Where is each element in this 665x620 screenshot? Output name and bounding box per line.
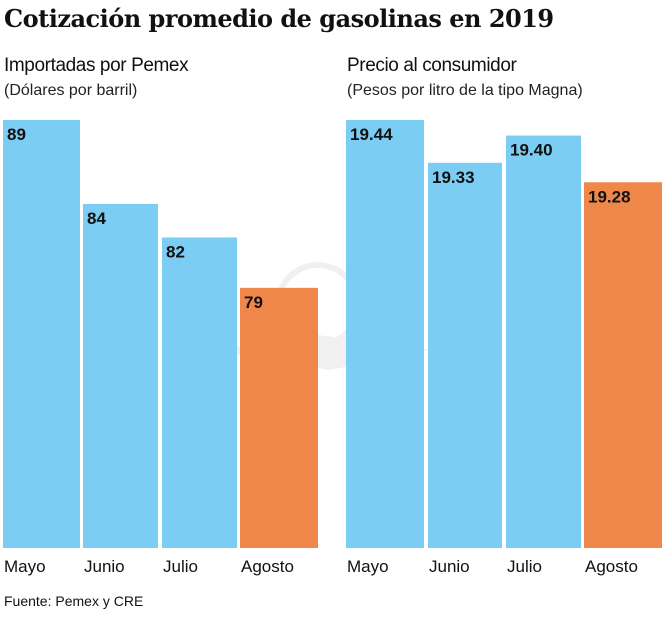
x-tick-label: Julio xyxy=(507,557,542,576)
x-tick-label: Julio xyxy=(163,557,198,576)
x-tick-label: Mayo xyxy=(4,557,46,576)
bar-junio xyxy=(83,203,158,548)
x-tick-label: Agosto xyxy=(241,557,294,576)
left-chart-title: Importadas por Pemex xyxy=(4,55,189,76)
data-label: 19.28 xyxy=(588,187,631,206)
bar-agosto xyxy=(240,287,318,548)
source-note: Fuente: Pemex y CRE xyxy=(4,593,144,609)
bar-julio xyxy=(506,135,581,548)
left-chart-subtitle: (Dólares por barril) xyxy=(4,82,138,99)
bar-agosto xyxy=(584,182,662,548)
x-tick-label: Mayo xyxy=(347,557,389,576)
data-label: 19.40 xyxy=(510,141,553,160)
chart-title: Cotización promedio de gasolinas en 2019 xyxy=(4,4,554,33)
x-tick-label: Agosto xyxy=(585,557,638,576)
bar-mayo xyxy=(3,120,80,548)
data-label: 84 xyxy=(87,209,106,228)
bar-julio xyxy=(162,237,237,549)
data-label: 19.44 xyxy=(350,125,393,144)
right-chart-title: Precio al consumidor xyxy=(347,55,517,76)
right-chart-subtitle: (Pesos por litro de la tipo Magna) xyxy=(347,82,583,99)
x-tick-label: Junio xyxy=(429,557,470,576)
data-label: 82 xyxy=(166,242,185,261)
data-label: 19.33 xyxy=(432,168,475,187)
bar-junio xyxy=(428,162,502,549)
data-label: 89 xyxy=(7,125,26,144)
bar-mayo xyxy=(346,120,424,548)
x-tick-label: Junio xyxy=(84,557,125,576)
data-label: 79 xyxy=(244,293,263,312)
